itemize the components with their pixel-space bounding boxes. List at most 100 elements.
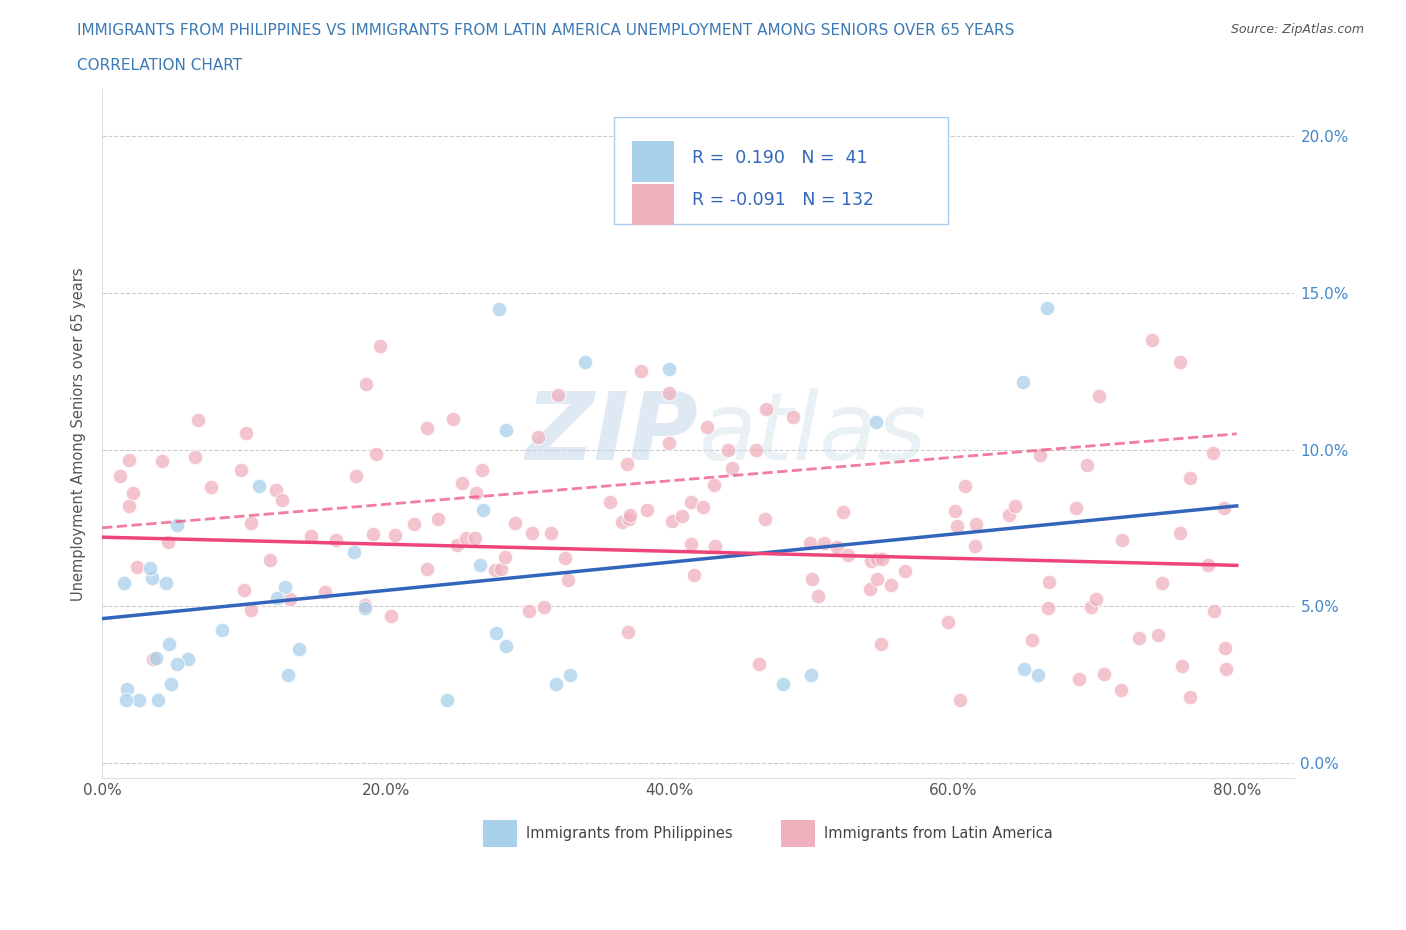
Point	[1111, 533, 1133, 548]
Point	[520, 525, 543, 540]
Point	[1202, 445, 1225, 460]
Point	[240, 516, 263, 531]
Point	[807, 589, 830, 604]
Point	[488, 301, 510, 316]
Point	[235, 426, 257, 441]
Point	[872, 551, 894, 566]
Point	[1140, 332, 1163, 347]
Point	[800, 668, 823, 683]
Point	[114, 693, 136, 708]
FancyBboxPatch shape	[633, 184, 673, 225]
Point	[949, 693, 972, 708]
Point	[526, 430, 548, 445]
Point	[859, 582, 882, 597]
FancyBboxPatch shape	[633, 141, 673, 182]
Point	[465, 486, 488, 501]
Point	[963, 539, 986, 554]
Point	[354, 377, 377, 392]
Point	[489, 562, 512, 577]
Point	[866, 551, 889, 566]
Point	[1038, 575, 1060, 590]
Point	[998, 508, 1021, 523]
Text: R = -0.091   N = 132: R = -0.091 N = 132	[692, 192, 875, 209]
Point	[368, 339, 391, 353]
Point	[118, 498, 141, 513]
Point	[271, 493, 294, 508]
Point	[755, 402, 778, 417]
FancyBboxPatch shape	[614, 117, 948, 224]
Point	[495, 422, 517, 437]
Point	[636, 502, 658, 517]
Point	[446, 538, 468, 553]
Point	[869, 636, 891, 651]
Point	[533, 600, 555, 615]
Point	[813, 536, 835, 551]
Text: Immigrants from Latin America: Immigrants from Latin America	[824, 826, 1053, 841]
Point	[800, 572, 823, 587]
Point	[450, 476, 472, 491]
Point	[427, 512, 450, 526]
Point	[610, 515, 633, 530]
Point	[599, 495, 621, 510]
Point	[748, 657, 770, 671]
Point	[325, 533, 347, 548]
Point	[264, 482, 287, 497]
FancyBboxPatch shape	[782, 819, 814, 847]
Point	[416, 420, 439, 435]
Point	[943, 503, 966, 518]
Point	[121, 485, 143, 500]
Point	[1150, 576, 1173, 591]
Point	[574, 354, 596, 369]
Text: R =  0.190   N =  41: R = 0.190 N = 41	[692, 149, 868, 166]
Point	[938, 615, 960, 630]
Point	[880, 578, 903, 592]
Point	[619, 512, 641, 526]
Point	[547, 388, 569, 403]
Point	[859, 553, 882, 568]
Point	[160, 677, 183, 692]
Point	[259, 552, 281, 567]
Point	[1004, 498, 1026, 513]
Point	[361, 527, 384, 542]
Point	[118, 453, 141, 468]
Text: IMMIGRANTS FROM PHILIPPINES VS IMMIGRANTS FROM LATIN AMERICA UNEMPLOYMENT AMONG : IMMIGRANTS FROM PHILIPPINES VS IMMIGRANT…	[77, 23, 1015, 38]
Point	[494, 550, 516, 565]
Point	[616, 456, 638, 471]
Point	[799, 536, 821, 551]
Point	[155, 576, 177, 591]
Point	[832, 504, 855, 519]
Point	[700, 144, 723, 159]
Point	[503, 515, 526, 530]
Point	[471, 502, 494, 517]
Point	[187, 413, 209, 428]
Point	[112, 576, 135, 591]
Point	[782, 409, 804, 424]
Point	[211, 622, 233, 637]
Point	[692, 500, 714, 515]
Point	[554, 551, 576, 565]
Point	[617, 625, 640, 640]
Point	[247, 478, 270, 493]
Point	[1197, 557, 1219, 572]
Point	[138, 561, 160, 576]
Point	[945, 518, 967, 533]
Point	[894, 564, 917, 578]
Point	[1213, 641, 1236, 656]
Text: Immigrants from Philippines: Immigrants from Philippines	[526, 826, 733, 841]
Point	[145, 651, 167, 666]
Point	[560, 668, 582, 683]
Point	[704, 538, 727, 553]
Point	[965, 516, 987, 531]
Point	[679, 495, 702, 510]
Point	[314, 584, 336, 599]
Point	[544, 677, 567, 692]
Point	[471, 462, 494, 477]
Point	[299, 529, 322, 544]
Point	[274, 580, 297, 595]
Point	[619, 508, 641, 523]
Point	[1085, 592, 1108, 607]
Point	[1168, 525, 1191, 540]
Point	[484, 562, 506, 577]
Point	[1012, 375, 1035, 390]
Point	[353, 598, 375, 613]
